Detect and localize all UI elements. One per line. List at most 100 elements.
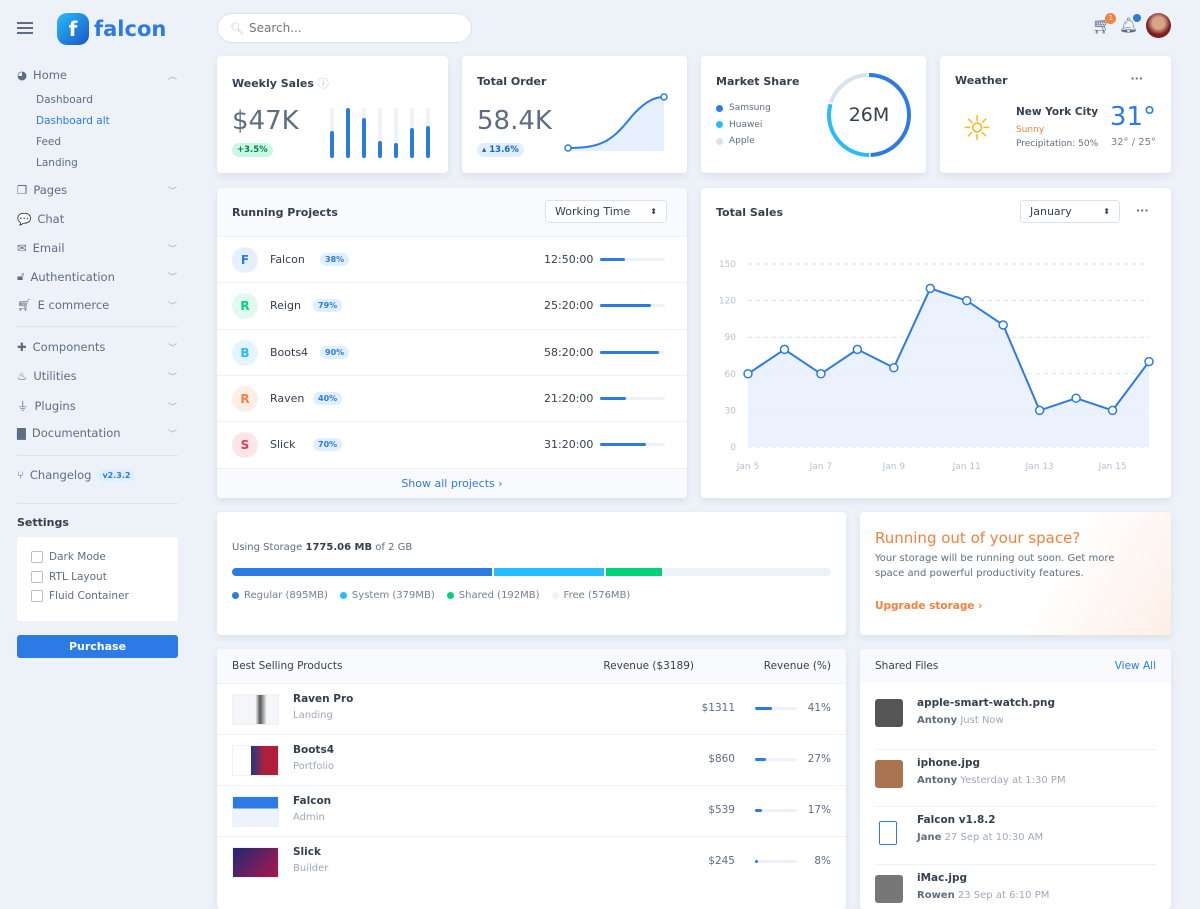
product-revenue-pct: 27% [808,753,831,765]
rtl-layout-checkbox[interactable]: RTL Layout [31,571,107,583]
data-point [1109,406,1117,414]
space-text: Your storage will be running out soon. G… [875,551,1120,581]
file-item[interactable]: iMac.jpg Rowen 23 Sep at 6:10 PM [875,864,1156,909]
bell-icon[interactable]: 🔔︎ [1119,16,1138,34]
show-all-projects-link[interactable]: Show all projects › [217,477,687,490]
data-point [780,345,788,353]
weekly-sales-card: Weekly Sales ⓘ $47K +3.5% [217,56,448,173]
sidebar-item-authentication[interactable]: 🔓︎Authentication﹀ [17,269,177,284]
product-revenue: $1311 [702,702,735,714]
cart-icon[interactable]: 🛒︎1 [1092,16,1112,35]
product-row[interactable]: Falcon Admin $539 17% [217,785,846,836]
sidebar-item-home[interactable]: ◕Home︿ [17,68,177,82]
file-item[interactable]: apple-smart-watch.png Antony Just Now [875,691,1156,748]
revenue-bar [755,758,797,761]
sidebar-item-plugins[interactable]: ⏚Plugins﹀ [17,398,177,414]
file-thumbnail [875,875,903,903]
sidebar-sub-dashboard[interactable]: Dashboard [36,94,93,106]
sidebar-sub-feed[interactable]: Feed [36,136,61,148]
user-avatar[interactable] [1146,13,1171,38]
project-percent-badge: 40% [313,392,342,405]
product-name[interactable]: Falcon [293,795,331,807]
chevron-down-icon: ﹀ [168,400,177,413]
question-icon: ⓘ [318,77,329,90]
project-row[interactable]: R Reign 79% 25:20:00 [217,282,687,328]
working-time-select[interactable]: Working Time⬍ [545,200,667,223]
product-revenue-pct: 41% [808,702,831,714]
sidebar-item-utilities[interactable]: ♨Utilities﹀ [17,369,177,383]
sidebar-item-pages[interactable]: ❐Pages﹀ [17,183,177,197]
more-options-icon[interactable]: ··· [1130,72,1143,85]
project-percent-badge: 70% [313,438,342,451]
x-tick-label: Jan 9 [882,462,906,472]
product-row[interactable]: Raven Pro Landing $1311 41% [217,683,846,734]
sidebar-label: Components [33,340,106,354]
sidebar-label: Authentication [30,270,114,284]
project-avatar: R [232,386,258,412]
logo[interactable]: f falcon [57,13,166,45]
fluid-container-checkbox[interactable]: Fluid Container [31,590,129,602]
project-row[interactable]: S Slick 70% 31:20:00 [217,421,687,467]
file-name[interactable]: iMac.jpg [917,872,967,884]
sidebar-item-email[interactable]: ✉Email﹀ [17,241,177,255]
y-tick-label: 0 [730,443,736,453]
sidebar-sub-dashboard-alt[interactable]: Dashboard alt [36,115,110,127]
search-input[interactable] [249,21,449,35]
product-row[interactable]: Slick Builder $245 8% [217,836,846,887]
product-category: Landing [293,710,333,721]
card-title: Running out of your space? [875,529,1080,547]
brand-name: falcon [94,17,166,41]
card-title: Running Projects [232,206,338,219]
project-row[interactable]: F Falcon 38% 12:50:00 [217,236,687,282]
project-row[interactable]: R Raven 40% 21:20:00 [217,375,687,421]
column-header-revenue[interactable]: Revenue ($3189) [603,660,694,672]
x-tick-label: Jan 5 [736,462,759,472]
card-title: Weekly Sales ⓘ [232,75,329,91]
view-all-link[interactable]: View All [1115,660,1156,672]
divider [17,326,178,327]
sidebar-item-components[interactable]: ✚Components﹀ [17,340,177,354]
revenue-bar [755,860,797,863]
sidebar-sub-landing[interactable]: Landing [36,157,78,169]
search-box[interactable]: 🔍︎ [217,13,472,43]
file-name[interactable]: Falcon v1.8.2 [917,814,996,826]
file-name[interactable]: apple-smart-watch.png [917,697,1055,709]
envelope-icon: ✉ [17,241,27,255]
menu-toggle-icon[interactable] [17,22,33,34]
file-time: 27 Sep at 10:30 AM [945,832,1044,843]
chevron-up-icon: ︿ [168,69,177,82]
product-name[interactable]: Slick [293,846,321,858]
project-time: 12:50:00 [544,253,593,266]
file-item[interactable]: iphone.jpg Antony Yesterday at 1:30 PM [875,749,1156,806]
dark-mode-checkbox[interactable]: Dark Mode [31,551,106,563]
product-name[interactable]: Boots4 [293,744,334,756]
sidebar-item-ecommerce[interactable]: 🛒︎E commerce﹀ [17,298,177,312]
project-progress-bar [600,443,665,446]
project-percent-badge: 79% [313,299,342,312]
sidebar-item-documentation[interactable]: ▇Documentation﹀ [17,426,177,440]
weekly-bar [410,108,414,158]
area-fill [748,288,1149,447]
project-time: 21:20:00 [544,392,593,405]
legend-dot [716,121,723,128]
file-user: Antony [917,715,957,726]
file-name[interactable]: iphone.jpg [917,757,980,769]
sidebar-item-chat[interactable]: 💬Chat [17,212,177,226]
settings-title: Settings [17,516,69,529]
upgrade-storage-link[interactable]: Upgrade storage › [875,600,982,612]
weekly-bar [330,108,334,158]
chat-icon: 💬 [17,212,31,226]
product-category: Portfolio [293,761,334,772]
sidebar-label: Pages [33,183,67,197]
search-icon: 🔍︎ [230,22,244,35]
purchase-button[interactable]: Purchase [17,635,178,658]
project-row[interactable]: B Boots4 90% 58:20:00 [217,329,687,375]
x-tick-label: Jan 15 [1097,462,1126,472]
file-item[interactable]: Falcon v1.8.2 Jane 27 Sep at 10:30 AM [875,806,1156,863]
product-name[interactable]: Raven Pro [293,693,353,705]
product-row[interactable]: Boots4 Portfolio $860 27% [217,734,846,785]
y-tick-label: 150 [719,260,736,270]
column-header-revenue-pct[interactable]: Revenue (%) [764,660,831,672]
